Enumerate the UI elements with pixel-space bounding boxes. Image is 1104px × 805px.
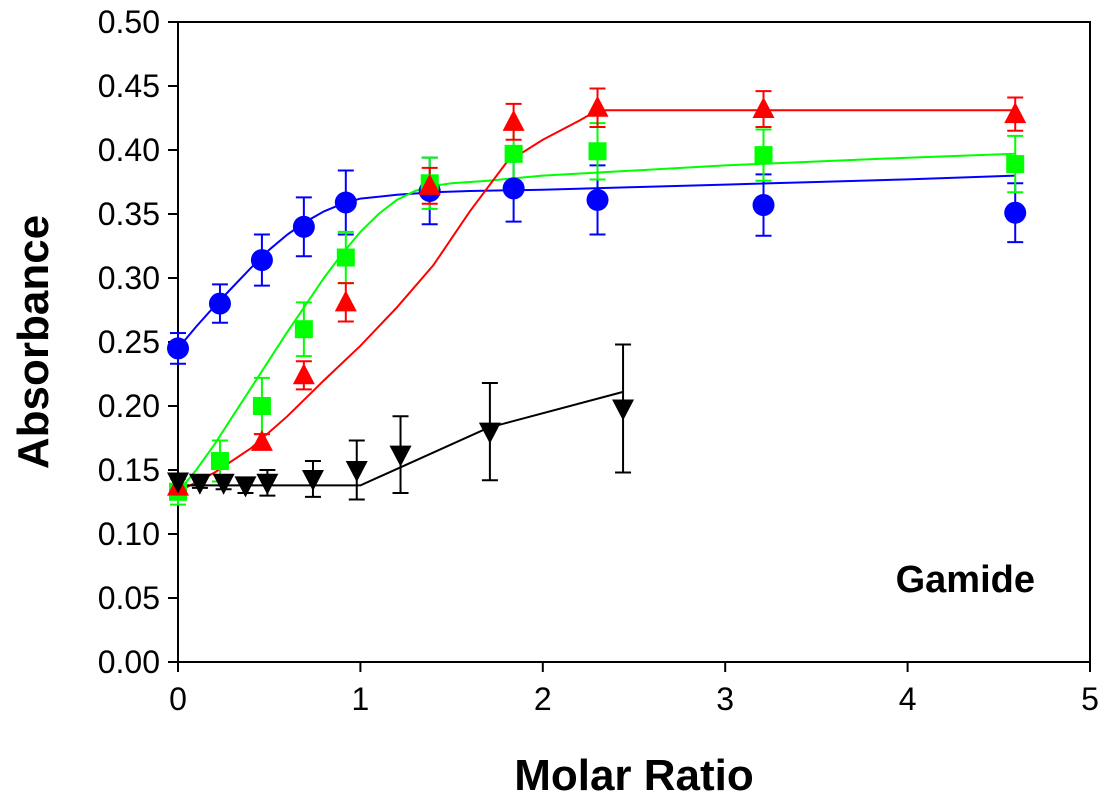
chart-annotation: Gamide	[896, 559, 1035, 601]
data-markers	[167, 95, 1027, 501]
x-tick-label: 1	[352, 681, 370, 717]
series-3-point	[250, 429, 273, 451]
series-4-point	[301, 469, 324, 491]
series-4-point	[256, 473, 279, 495]
series-2-point	[1006, 155, 1025, 174]
x-tick-label: 2	[534, 681, 552, 717]
series-4-point	[389, 445, 412, 467]
x-tick-label: 3	[716, 681, 734, 717]
y-tick-label: 0.10	[98, 516, 160, 552]
series-1-point	[208, 292, 231, 315]
series-3-point	[418, 173, 441, 195]
series-4-point	[612, 399, 635, 421]
x-tick-label: 5	[1081, 681, 1099, 717]
y-tick-label: 0.00	[98, 644, 160, 680]
series-4-point	[478, 422, 501, 444]
y-tick-label: 0.50	[98, 4, 160, 40]
series-2-point	[754, 146, 773, 165]
series-1-point	[1004, 201, 1027, 224]
series-3-point	[1004, 102, 1027, 124]
series-4-point	[188, 473, 211, 495]
y-tick-label: 0.40	[98, 132, 160, 168]
y-tick-label: 0.45	[98, 68, 160, 104]
y-tick-label: 0.30	[98, 260, 160, 296]
y-tick-label: 0.15	[98, 452, 160, 488]
series-4-point	[212, 473, 235, 495]
y-tick-label: 0.20	[98, 388, 160, 424]
series-3-point	[292, 363, 315, 385]
series-1-point	[250, 249, 273, 272]
series-4-point	[345, 461, 368, 482]
series-3-point	[502, 109, 525, 131]
series-3-point	[334, 290, 357, 312]
series-2-point	[504, 144, 523, 163]
series-2-point	[210, 452, 229, 471]
x-tick-label: 4	[899, 681, 917, 717]
series-2-point	[588, 142, 607, 161]
series-1-point	[167, 337, 189, 360]
y-tick-label: 0.35	[98, 196, 160, 232]
series-4-point	[167, 472, 189, 494]
series-2-fit-line	[177, 152, 1016, 493]
y-axis-title: Absorbance	[9, 215, 58, 469]
y-tick-label: 0.25	[98, 324, 160, 360]
x-axis-title: Molar Ratio	[514, 751, 754, 800]
series-3-point	[586, 95, 609, 117]
y-tick-label: 0.05	[98, 580, 160, 616]
series-2-point	[336, 248, 355, 267]
series-2-point	[294, 320, 313, 339]
x-tick-label: 0	[169, 681, 187, 717]
series-2-point	[252, 397, 271, 415]
series-1-point	[752, 194, 775, 217]
series-1-point	[334, 191, 357, 214]
series-4-point	[234, 476, 257, 498]
axis-ticks: 0 1 2 3 4 5 0.00 0.05 0.10 0.15 0.20 0.25 0.30 0.35 0.…	[98, 4, 1099, 717]
series-1-point	[586, 188, 609, 211]
series-3-point	[752, 97, 775, 119]
series-1-point	[502, 177, 525, 200]
series-1-point	[292, 215, 315, 238]
